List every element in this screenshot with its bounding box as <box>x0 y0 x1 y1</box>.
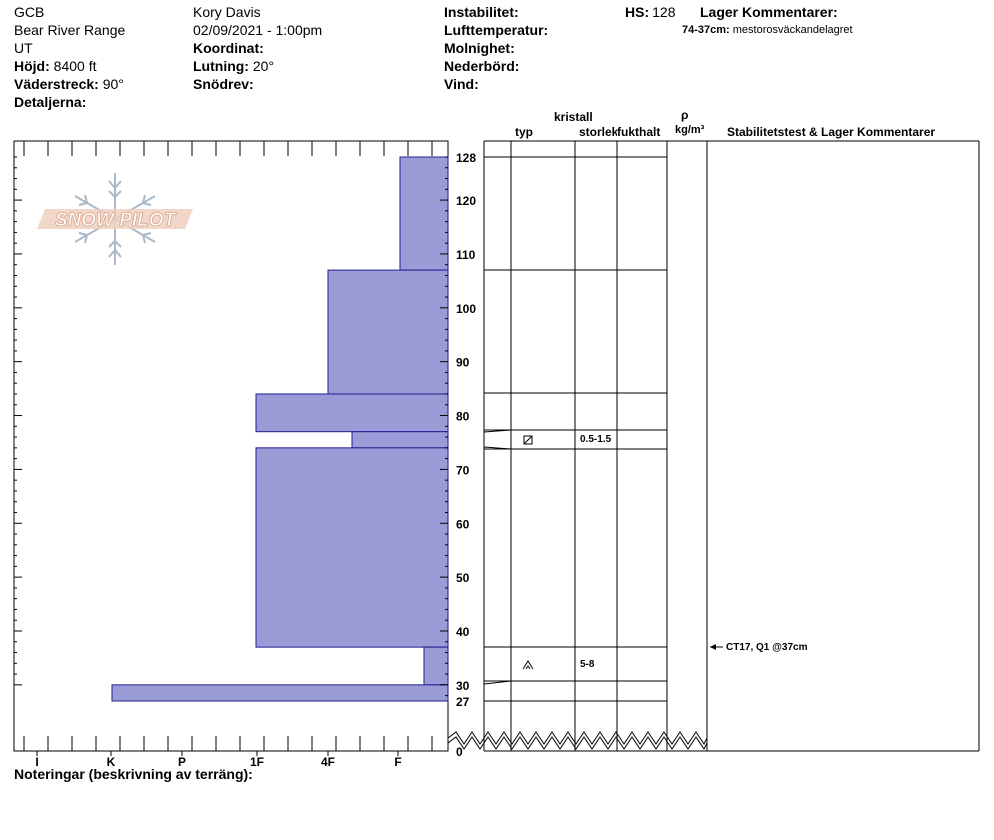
hardness-tick-label: 4F <box>321 755 335 769</box>
hardness-layer-1 <box>399 156 449 271</box>
pit-state: UT <box>14 40 33 56</box>
air-temp-label: Lufttemperatur: <box>444 22 549 38</box>
hardness-layer-6 <box>423 646 449 686</box>
hardness-tick-label: F <box>394 755 401 769</box>
observation-datetime: 02/09/2021 - 1:00pm <box>193 22 323 38</box>
layer-boundaries <box>484 156 667 702</box>
grain-size-layer-2: 5-8 <box>580 659 595 670</box>
hs-row: HS: 128 <box>625 4 675 20</box>
hardness-layer-5 <box>255 447 449 648</box>
hardness-tick-label: K <box>107 755 116 769</box>
notes-label: Noteringar (beskrivning av terräng): <box>14 766 253 782</box>
pit-name: GCB <box>14 4 45 20</box>
slope-value: 20° <box>252 58 275 74</box>
depth-tick-label: 40 <box>456 625 470 639</box>
hardness-layer-3 <box>255 393 449 433</box>
col-crystal-label: kristall <box>554 110 593 124</box>
col-size-label: storlek <box>579 125 619 139</box>
wind-label: Vind: <box>444 76 479 92</box>
hardness-layer-2 <box>327 269 449 395</box>
col-type-label: typ <box>515 125 533 139</box>
scale-break-upper <box>447 731 708 745</box>
hardness-tick-label: 1F <box>250 755 264 769</box>
layer-comments-label: Lager Kommentarer: <box>700 4 838 20</box>
hardness-tick-label: I <box>35 755 38 769</box>
layer-comment-row: 74-37cm: mestorosväckandelagret <box>682 24 853 36</box>
slope-label: Lutning: <box>193 58 249 74</box>
col-density-unit: kg/m³ <box>675 124 705 136</box>
depth-tick-label: 90 <box>456 356 470 370</box>
stability-test-1: CT17, Q1 @37cm <box>726 642 808 653</box>
pit-range: Bear River Range <box>14 22 126 38</box>
aspect-label: Väderstreck: <box>14 76 99 92</box>
snowpilot-logo: SNOW PILOT <box>37 173 193 265</box>
hs-label: HS: <box>625 4 650 20</box>
scale-break-lower <box>447 736 708 750</box>
depth-tick-label: 120 <box>456 194 476 208</box>
hardness-layer-4 <box>351 431 449 449</box>
depth-tick-label: 50 <box>456 571 470 585</box>
elevation-label: Höjd: <box>14 58 50 74</box>
hardness-layer-7 <box>111 684 449 702</box>
depth-tick-label: 110 <box>456 248 476 262</box>
drift-label: Snödrev: <box>193 76 254 92</box>
depth-hoar-icon <box>522 660 534 670</box>
hardness-tick-label: P <box>178 755 186 769</box>
layer-comment-text: mestorosväckandelagret <box>732 24 853 36</box>
depth-tick-label: 70 <box>456 463 470 477</box>
col-stability-label: Stabilitetstest & Lager Kommentarer <box>727 125 936 139</box>
sky-label: Molnighet: <box>444 40 515 56</box>
instability-label: Instabilitet: <box>444 4 519 20</box>
stability-arrow-icon <box>710 644 723 650</box>
depth-tick-label: 80 <box>456 410 470 424</box>
coordinate-label: Koordinat: <box>193 40 264 56</box>
aspect-row: Väderstreck: 90° <box>14 76 124 92</box>
depth-tick-label: 30 <box>456 679 470 693</box>
aspect-value: 90° <box>102 76 124 92</box>
details-label: Detaljerna: <box>14 94 87 110</box>
elevation-row: Höjd: 8400 ft <box>14 58 96 74</box>
depth-tick-label: 0 <box>456 745 463 759</box>
depth-tick-label: 27 <box>456 695 470 709</box>
hs-value: 128 <box>652 4 676 20</box>
depth-tick-label: 60 <box>456 517 470 531</box>
logo-text: SNOW PILOT <box>55 210 177 231</box>
depth-tick-label: 100 <box>456 302 476 316</box>
depth-connectors <box>483 429 512 685</box>
slope-row: Lutning: 20° <box>193 58 274 74</box>
observer-name: Kory Davis <box>193 4 261 20</box>
depth-tick-label: 128 <box>456 151 476 165</box>
facet-grain-icon <box>523 435 533 445</box>
col-moisture-label: fukthalt <box>617 125 661 139</box>
axis-ticks: 128 120 110 100 90 80 70 60 50 40 30 27 0 I K P 1F 4F F <box>14 141 476 769</box>
col-rho-label: ρ <box>681 108 689 122</box>
layer-comment-range: 74-37cm: <box>682 24 730 36</box>
precip-label: Nederbörd: <box>444 58 520 74</box>
hardness-bars <box>111 156 449 702</box>
grain-size-layer-1: 0.5-1.5 <box>580 434 612 445</box>
elevation-value: 8400 ft <box>53 58 97 74</box>
layer-table <box>483 140 980 752</box>
